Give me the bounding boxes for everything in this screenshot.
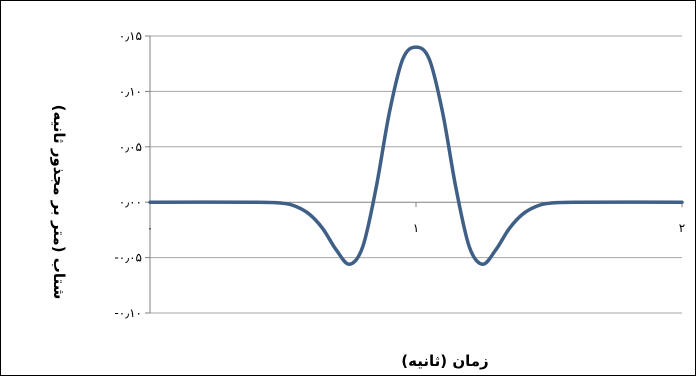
x-tick-label: ۰	[147, 221, 153, 235]
x-tick-label: ۱	[413, 221, 419, 235]
y-tick-label: -۰٫۰۵	[114, 251, 142, 265]
x-tick-labels: ۰ ۱ ۲	[147, 221, 685, 235]
y-tick-label: -۰٫۱۰	[114, 306, 142, 320]
series-line	[148, 45, 684, 266]
y-tick-label: ۰٫۰۵	[119, 140, 142, 154]
gridlines	[150, 35, 682, 314]
series	[148, 45, 684, 266]
y-tick-label: ۰٫۱۵	[119, 29, 142, 43]
axes	[145, 35, 683, 314]
y-axis-title: شتاب (متر بر مجذور ثانیه)	[50, 105, 68, 300]
y-tick-label: ۰٫۱۰	[119, 84, 142, 98]
x-tick-label: ۲	[679, 221, 685, 235]
y-tick-label: ۰٫۰۰	[119, 195, 142, 209]
y-tick-labels: ۰٫۱۵ ۰٫۱۰ ۰٫۰۵ ۰٫۰۰ -۰٫۰۵ -۰٫۱۰	[114, 29, 142, 320]
x-axis-title: زمان (ثانیه)	[401, 352, 488, 370]
